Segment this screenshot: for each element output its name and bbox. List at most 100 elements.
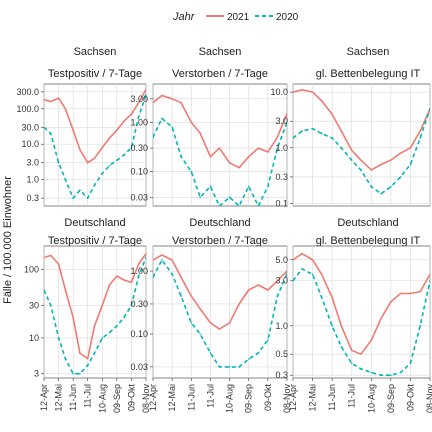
x-ticks: 12-Apr 12-Mai 11-Jun 11-Jul 10-Aug 09-Sep 09-O… [39,378,151,413]
y-tick-label: 0.10 [130,329,148,339]
data-point-2021 [399,152,402,154]
y-ticks: 0.3 1.0 3.0 10.0 30.0 100.0 300.0 [16,87,44,203]
data-point-2021 [286,112,287,115]
data-point-2020 [320,132,323,135]
data-point-2021 [218,328,221,330]
data-point-2020 [86,197,89,199]
data-point-2020 [130,146,133,149]
data-point-2021 [286,270,287,272]
data-point-2021 [50,254,52,257]
data-point-2020 [276,147,279,149]
data-point-2021 [180,101,182,104]
data-point-2020 [311,273,314,276]
data-point-2021 [161,254,163,256]
gridlines [292,246,431,378]
data-point-2021 [370,169,373,171]
y-tick-label: 1.0 [275,321,288,331]
data-point-2021 [238,166,240,169]
y-tick-label: 3.00 [130,94,148,104]
data-point-2020 [340,146,343,149]
data-point-2020 [137,115,140,118]
data-point-2020 [228,366,231,368]
data-point-2020 [247,358,250,360]
data-point-2020 [145,93,146,96]
x-tick-label: 12-Apr [39,384,49,411]
panel-strip-measure: gl. Bettenbelegung IT [316,68,421,80]
data-point-2021 [199,308,202,310]
panel-strip-measure: gl. Bettenbelegung IT [316,235,421,247]
panel-strip-region: Sachsen [74,46,117,58]
data-point-2020 [130,304,133,307]
panel-sachsen-testpositiv: Sachsen Testpositiv / 7-Tage 0.3 1.0 3.0 10… [16,46,147,207]
x-ticks: 12-Apr 12-Mai 11-Jun 11-Jul 10-Aug 09-Sep 09-O… [288,378,432,413]
data-point-2020 [199,333,202,335]
data-point-2020 [320,296,323,299]
data-point-2021 [93,325,96,327]
x-tick-label: 12-Mai [54,384,64,412]
data-point-2021 [331,113,333,116]
data-point-2020 [429,108,430,110]
data-point-2020 [360,368,362,370]
y-tick-label: 1.0 [26,175,39,185]
data-point-2021 [86,161,89,164]
y-ticks: 0.03 0.10 0.30 1.00 [130,266,153,372]
panel-background [292,245,431,379]
y-axis-title: Fälle / 100.000 Einwohner [2,176,14,304]
y-tick-label: 3.0 [275,116,288,126]
data-point-2020 [257,205,260,206]
data-point-2020 [116,325,118,327]
data-point-2020 [79,372,81,375]
y-tick-label: 5.0 [275,255,288,265]
y-tick-label: 300.0 [16,87,39,97]
series-lines [44,88,146,199]
data-point-2020 [286,273,287,275]
data-point-2021 [79,352,81,354]
y-tick-label: 10.0 [21,139,39,149]
data-point-2021 [44,256,45,259]
data-point-2021 [93,157,96,160]
data-point-2021 [116,275,118,277]
legend-label-2020: 2020 [276,12,299,23]
data-point-2020 [419,324,422,327]
y-tick-label: 0.1 [275,198,288,208]
data-point-2020 [399,371,402,374]
data-point-2021 [320,99,323,102]
data-point-2021 [247,155,250,158]
data-point-2021 [311,91,314,93]
data-point-2021 [267,151,269,153]
data-point-2021 [293,258,294,261]
panel-strip-measure: Verstorben / 7-Tage [172,235,268,247]
data-point-2021 [409,146,412,149]
x-tick-label: 09-Sep [386,384,396,413]
data-point-2021 [145,252,146,255]
data-point-2020 [123,316,125,319]
series-lines [153,254,287,368]
panel-strip-measure: Testpositiv / 7-Tage [48,235,142,247]
x-tick-label: 12-Mai [167,384,177,412]
data-point-2021 [180,276,182,278]
x-tick-label: 11-Jul [205,384,215,408]
data-point-2021 [161,94,163,97]
panel-strip-region: Sachsen [347,46,390,58]
data-point-2021 [409,292,412,295]
panel-strip-region: Deutschland [64,217,125,229]
y-tick-label: 0.3 [26,193,39,203]
y-ticks: 0.03 0.10 0.30 1.00 3.00 [130,94,153,202]
panel-sachsen-bettenbelegung: Sachsen gl. Bettenbelegung IT 0.1 0.3 1.0 3… [270,46,431,208]
data-point-2021 [257,147,260,149]
data-point-2020 [180,295,182,297]
data-point-2020 [209,185,212,188]
data-point-2020 [50,132,52,135]
data-point-2020 [293,137,294,139]
data-point-2021 [399,292,402,295]
data-point-2020 [218,205,221,206]
panel-deutschland-bettenbelegung: Deutschland gl. Bettenbelegung IT 0.3 0.5… [275,217,432,413]
data-point-2021 [44,98,45,101]
data-point-2021 [238,303,240,305]
data-point-2020 [209,352,212,354]
data-point-2021 [311,258,314,261]
data-point-2021 [130,113,133,116]
data-point-2021 [108,283,111,286]
data-point-2021 [429,273,430,276]
panel-background [43,245,147,379]
